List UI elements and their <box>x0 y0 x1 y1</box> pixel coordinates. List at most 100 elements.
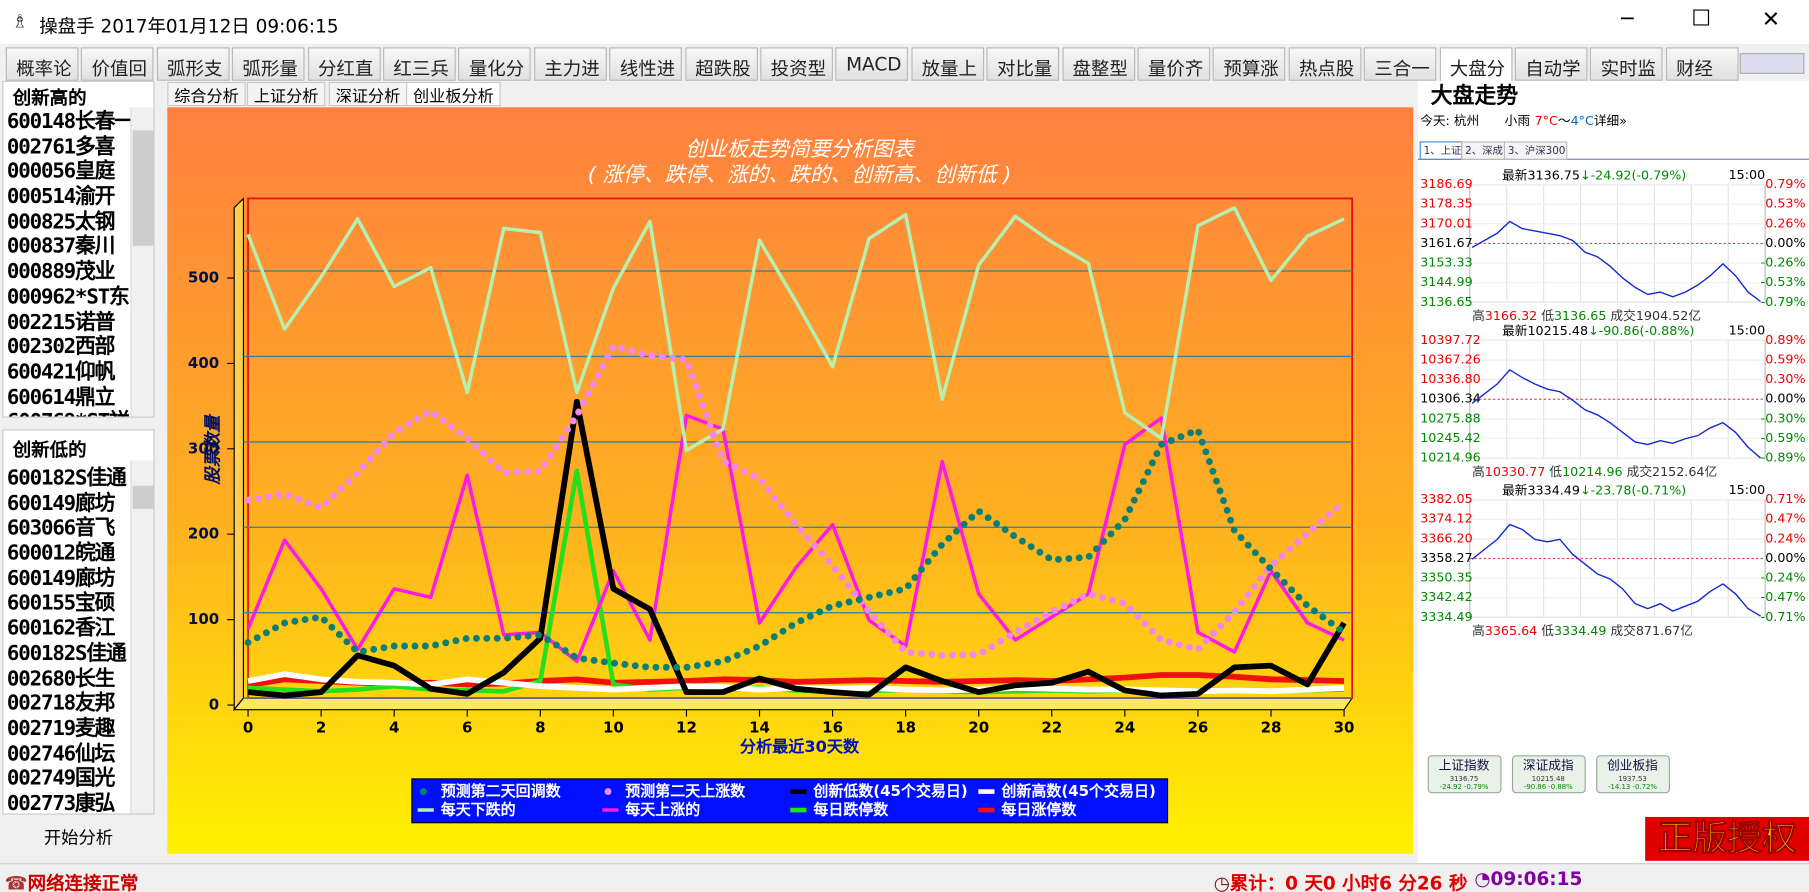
stock-item[interactable]: 000514渝开 <box>6 184 115 209</box>
tab[interactable]: 盘整型 <box>1062 47 1135 81</box>
stock-item[interactable]: 600148长春一 <box>6 109 132 134</box>
stock-item[interactable]: 000962*ST东 <box>6 284 130 310</box>
tab[interactable]: 价值回 <box>81 47 154 81</box>
stock-item[interactable]: 002761多喜 <box>6 134 115 159</box>
tab[interactable]: 对比量 <box>986 47 1060 81</box>
maximize[interactable]: ☐ <box>1691 5 1711 32</box>
stock-item[interactable]: 002718友邦 <box>6 691 115 716</box>
tab[interactable]: 超跌股 <box>684 47 758 81</box>
mini-line <box>1471 220 1761 303</box>
stock-item[interactable]: 600149廊坊 <box>6 491 115 516</box>
stock-item[interactable]: 600162香江 <box>6 616 115 641</box>
tab[interactable]: 量价齐 <box>1137 47 1211 81</box>
footer-part: 成交871.67亿 <box>1606 623 1692 638</box>
sub-tab[interactable]: 创业板分析 <box>406 81 501 107</box>
index-time: 15:00 <box>1729 167 1766 182</box>
index-tab[interactable] <box>1503 141 1568 160</box>
stock-item[interactable]: 600182S佳通 <box>6 466 127 491</box>
stock-item[interactable]: 000889茂业 <box>6 259 115 285</box>
mini-left-tick: 3342.42 <box>1420 589 1472 604</box>
tab[interactable]: 三合一 <box>1363 47 1437 81</box>
series-line <box>247 398 1347 699</box>
stock-item[interactable]: 002215诺普 <box>6 309 115 335</box>
stock-item[interactable]: 002746仙坛 <box>6 741 115 766</box>
tab[interactable]: 投资型 <box>760 47 833 81</box>
start-button[interactable]: 开始分析 <box>43 827 114 849</box>
stock-item[interactable]: 002719麦趣 <box>6 716 115 741</box>
mini-right-tick: 0.26% <box>1765 215 1805 230</box>
tab[interactable]: 弧形支 <box>156 47 230 81</box>
stock-item[interactable]: 600421仰帆 <box>6 359 115 385</box>
index-button[interactable] <box>1511 755 1586 794</box>
stock-item[interactable]: 600182S佳通 <box>6 641 127 666</box>
chart-subtitle: ( 涨停、跌停、涨的、跌的、创新高、创新低 ) <box>588 162 1012 186</box>
scrollbar[interactable] <box>130 460 154 814</box>
sub-tab[interactable]: 上证分析 <box>246 81 326 107</box>
mini-line <box>1471 368 1762 459</box>
stock-item[interactable]: 000825太钢 <box>6 209 115 234</box>
market-panel: 大盘走势 今天: 杭州 小雨 7°C～4°C详细» 1、上证 2、深成 3、沪深300 最新3… <box>1417 80 1809 864</box>
minimize[interactable]: ─ <box>1620 6 1634 32</box>
stock-item[interactable]: 002680长生 <box>6 666 115 691</box>
sub-tab[interactable]: 综合分析 <box>167 81 246 107</box>
footer-part: 3334.49 <box>1554 623 1606 638</box>
index-time: 15:00 <box>1729 323 1766 338</box>
legend-label: 创新低数(45个交易日) <box>812 782 967 800</box>
index-button[interactable] <box>1427 755 1502 794</box>
legend-label: 创新高数(45个交易日) <box>1000 782 1155 800</box>
index-tab-label: 2、深成 <box>1465 145 1503 157</box>
y-tick-label: 500 <box>188 268 219 286</box>
x-tick-label: 14 <box>749 719 770 737</box>
scrollbar[interactable] <box>130 107 154 417</box>
stock-item[interactable]: 600614鼎立 <box>6 384 115 410</box>
mini-right-tick: -0.26% <box>1761 255 1806 270</box>
stock-item[interactable]: 600012皖通 <box>6 541 115 566</box>
stock-item[interactable]: 000837秦川 <box>6 234 115 259</box>
stock-item[interactable]: 002749国光 <box>6 766 115 791</box>
tab[interactable]: 分红直 <box>307 47 381 81</box>
mini-left-tick: 3144.99 <box>1420 274 1472 289</box>
legend-label: 每日跌停数 <box>813 801 889 819</box>
mini-right-tick: -0.53% <box>1761 274 1806 289</box>
stock-item[interactable]: 600769*ST祥 <box>3 410 131 417</box>
scroll-thumb[interactable] <box>132 130 154 246</box>
clock-text: 09:06:15 <box>1490 867 1583 890</box>
tab[interactable]: 主力进 <box>533 47 607 81</box>
mini-left-tick: 10245.42 <box>1420 430 1481 445</box>
mini-left-tick: 10336.80 <box>1420 371 1481 386</box>
x-tick-label: 30 <box>1334 719 1355 737</box>
tab[interactable]: 热点股 <box>1288 47 1362 81</box>
tab[interactable]: 预算涨 <box>1212 47 1286 81</box>
footer-part: 10214.96 <box>1562 463 1623 478</box>
index-footer: 高10330.77 低10214.96 成交2152.64亿 <box>1472 463 1717 478</box>
stock-item[interactable]: 603066音飞 <box>6 516 115 541</box>
tab[interactable]: 量化分 <box>458 47 532 81</box>
stock-item[interactable]: 600149廊坊 <box>6 566 115 591</box>
tab[interactable]: MACD <box>835 47 909 81</box>
scroll-thumb[interactable] <box>132 485 154 509</box>
tab[interactable]: 大盘分 <box>1439 47 1513 81</box>
mini-left-tick: 3350.35 <box>1420 570 1472 585</box>
button-label: 创业板指 <box>1607 758 1658 773</box>
tab-scroll[interactable] <box>1739 53 1805 74</box>
stock-item[interactable]: 000056皇庭 <box>6 159 115 184</box>
tab[interactable]: 弧形量 <box>232 47 305 81</box>
close[interactable]: ✕ <box>1761 6 1781 33</box>
new-low-panel: 创新低的 600182S佳通 600149廊坊 603066音飞 600012皖通 60… <box>2 429 155 815</box>
tab[interactable]: 概率论 <box>5 47 79 81</box>
sub-tab[interactable]: 深证分析 <box>328 81 408 107</box>
stock-item[interactable]: 002773康弘 <box>6 791 115 815</box>
latest: 最新3334.49 <box>1502 482 1580 497</box>
button-change: -14.13 -0.72% <box>1608 783 1657 791</box>
tab[interactable]: 红三兵 <box>383 47 456 81</box>
stock-item[interactable]: 002302西部 <box>6 334 115 360</box>
tab[interactable]: 线性进 <box>609 47 683 81</box>
tab[interactable]: 实时监 <box>1590 47 1663 81</box>
tab[interactable]: 财经 <box>1665 47 1739 81</box>
button-change: -90.86 -0.88% <box>1524 783 1573 791</box>
tab[interactable]: 自动学 <box>1514 47 1588 81</box>
index-header: 最新3136.75↓-24.92(-0.79%) <box>1502 167 1686 182</box>
index-button[interactable] <box>1596 755 1670 794</box>
stock-item[interactable]: 600155宝硕 <box>6 591 115 616</box>
tab[interactable]: 放量上 <box>911 47 984 81</box>
